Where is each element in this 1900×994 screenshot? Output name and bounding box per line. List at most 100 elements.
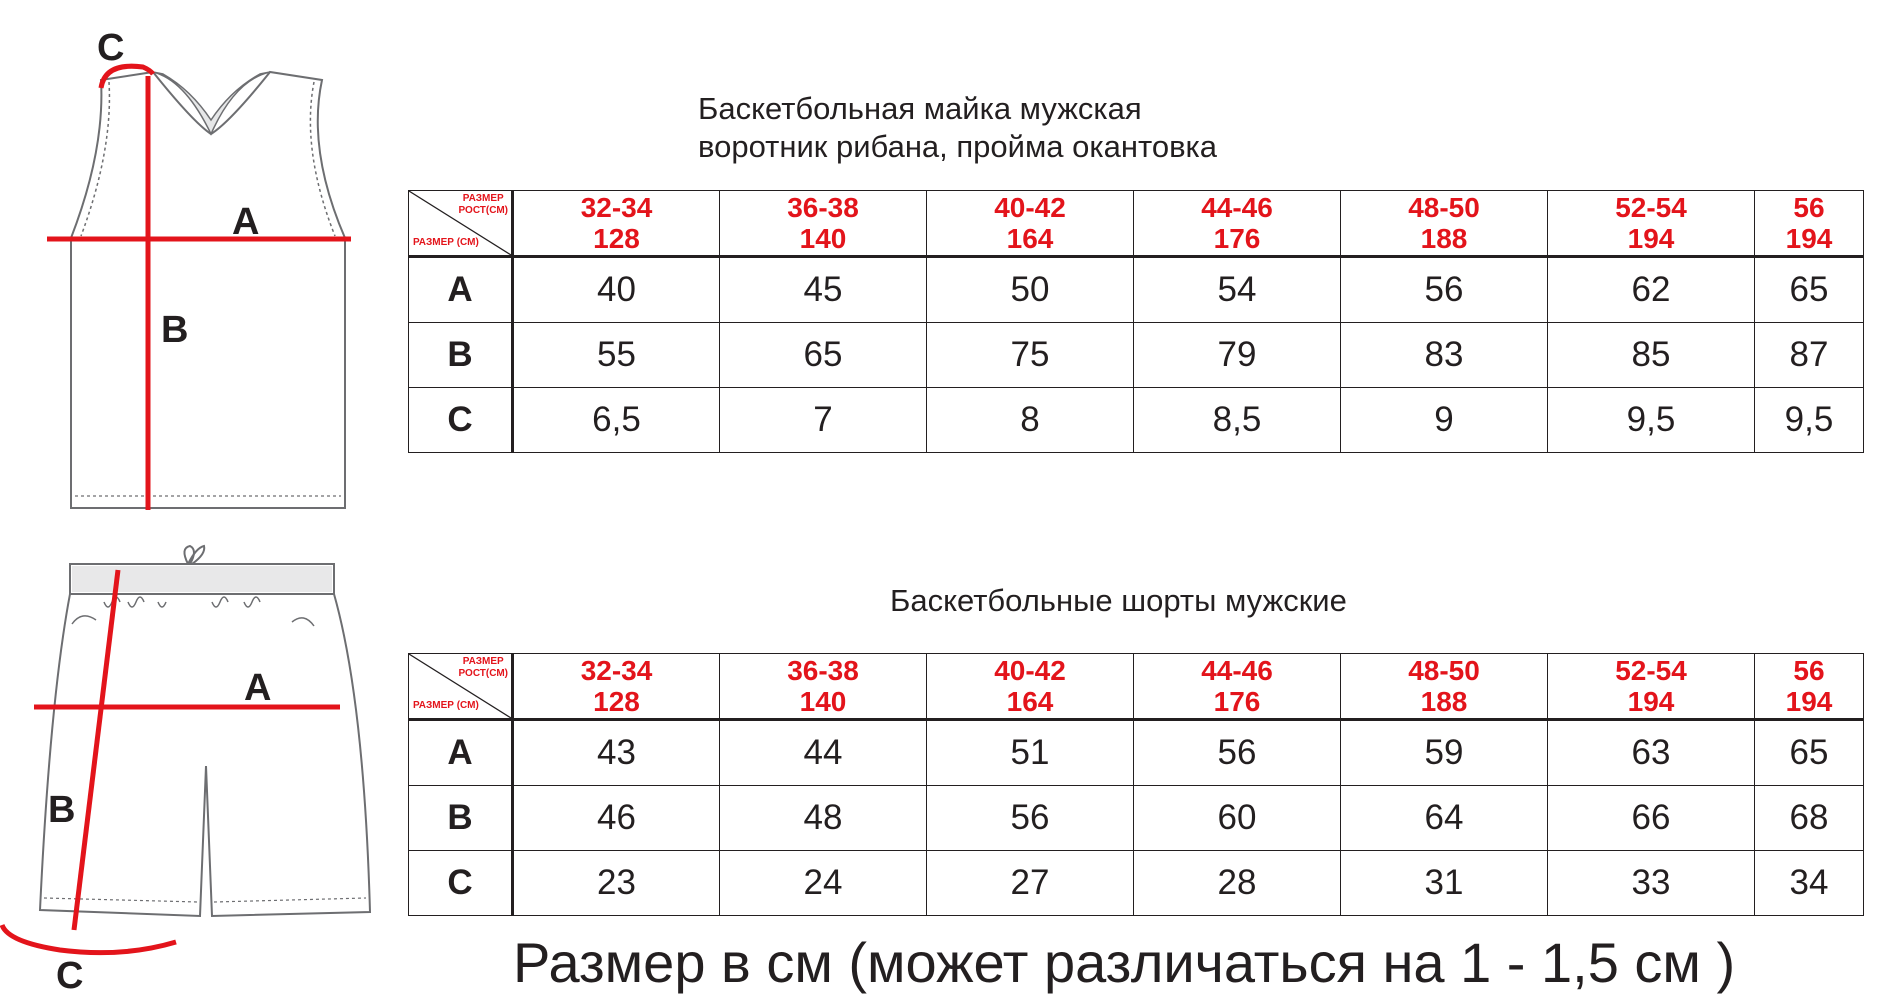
value-cell: 43 bbox=[512, 719, 720, 786]
shorts-row-c: C 23 24 27 28 31 33 34 bbox=[408, 850, 1864, 916]
size-label: 36-38 bbox=[787, 192, 859, 223]
row-label: A bbox=[408, 256, 514, 323]
shorts-size-col: 56 194 bbox=[1754, 653, 1864, 721]
height-label: 164 bbox=[1006, 223, 1054, 254]
shorts-row-b: B 46 48 56 60 64 66 68 bbox=[408, 785, 1864, 851]
height-label: 194 bbox=[1785, 223, 1833, 254]
jersey-corner-height: РОСТ(СМ) bbox=[458, 205, 508, 216]
value-cell: 23 bbox=[512, 850, 720, 916]
value-cell: 9,5 bbox=[1547, 387, 1755, 453]
value-cell: 64 bbox=[1340, 785, 1548, 851]
row-label: C bbox=[408, 850, 514, 916]
value-cell: 56 bbox=[1133, 719, 1341, 786]
value-cell: 56 bbox=[926, 785, 1134, 851]
size-label: 40-42 bbox=[994, 192, 1066, 223]
value-cell: 27 bbox=[926, 850, 1134, 916]
shorts-corner-top: РАЗМЕР РОСТ(СМ) bbox=[459, 656, 508, 680]
value-cell: 7 bbox=[719, 387, 927, 453]
jersey-title-line2: воротник рибана, пройма окантовка bbox=[698, 129, 1218, 164]
shorts-label-c: C bbox=[56, 955, 83, 991]
value-cell: 66 bbox=[1547, 785, 1755, 851]
height-label: 128 bbox=[593, 686, 640, 717]
height-label: 140 bbox=[799, 223, 847, 254]
shorts-label-a: A bbox=[244, 667, 271, 709]
jersey-corner-top: РАЗМЕР РОСТ(СМ) bbox=[459, 193, 508, 217]
value-cell: 8,5 bbox=[1133, 387, 1341, 453]
jersey-row-a: A 40 45 50 54 56 62 65 bbox=[408, 256, 1864, 323]
value-cell: 79 bbox=[1133, 322, 1341, 388]
jersey-size-col: 40-42 164 bbox=[926, 190, 1134, 258]
value-cell: 45 bbox=[719, 256, 927, 323]
value-cell: 24 bbox=[719, 850, 927, 916]
jersey-header-row: РАЗМЕР РОСТ(СМ) РАЗМЕР (СМ) 32-34 128 36-… bbox=[408, 190, 1864, 258]
shorts-corner-size: РАЗМЕР bbox=[462, 656, 504, 667]
value-cell: 33 bbox=[1547, 850, 1755, 916]
size-label: 32-34 bbox=[580, 655, 653, 686]
value-cell: 9,5 bbox=[1754, 387, 1864, 453]
value-cell: 60 bbox=[1133, 785, 1341, 851]
value-cell: 46 bbox=[512, 785, 720, 851]
value-cell: 59 bbox=[1340, 719, 1548, 786]
value-cell: 40 bbox=[512, 256, 720, 323]
jersey-size-col: 56 194 bbox=[1754, 190, 1864, 258]
size-label: 32-34 bbox=[580, 192, 653, 223]
row-label: A bbox=[408, 719, 514, 786]
size-label: 44-46 bbox=[1201, 655, 1273, 686]
size-label: 44-46 bbox=[1201, 192, 1273, 223]
shorts-size-col: 48-50 188 bbox=[1340, 653, 1548, 721]
value-cell: 83 bbox=[1340, 322, 1548, 388]
jersey-label-b: B bbox=[161, 309, 188, 351]
jersey-row-c: C 6,5 7 8 8,5 9 9,5 9,5 bbox=[408, 387, 1864, 453]
shorts-size-col: 52-54 194 bbox=[1547, 653, 1755, 721]
value-cell: 87 bbox=[1754, 322, 1864, 388]
value-cell: 44 bbox=[719, 719, 927, 786]
jersey-title-line1: Баскетбольная майка мужская bbox=[698, 91, 1142, 126]
jersey-corner-size: РАЗМЕР bbox=[462, 193, 504, 204]
shorts-header-row: РАЗМЕР РОСТ(СМ) РАЗМЕР (СМ) 32-34 128 36-… bbox=[408, 653, 1864, 721]
height-label: 140 bbox=[799, 686, 847, 717]
row-label: B bbox=[408, 322, 514, 388]
jersey-diagram: C A B bbox=[35, 10, 355, 520]
height-label: 194 bbox=[1627, 686, 1675, 717]
jersey-label-a: A bbox=[232, 201, 259, 243]
shorts-title-line: Баскетбольные шорты мужские bbox=[890, 583, 1347, 618]
value-cell: 85 bbox=[1547, 322, 1755, 388]
value-cell: 48 bbox=[719, 785, 927, 851]
size-label: 40-42 bbox=[994, 655, 1066, 686]
shorts-corner-cell: РАЗМЕР РОСТ(СМ) РАЗМЕР (СМ) bbox=[408, 653, 514, 721]
size-label: 48-50 bbox=[1408, 655, 1480, 686]
value-cell: 56 bbox=[1340, 256, 1548, 323]
jersey-size-table: РАЗМЕР РОСТ(СМ) РАЗМЕР (СМ) 32-34 128 36-… bbox=[408, 190, 1864, 453]
height-label: 164 bbox=[1006, 686, 1054, 717]
jersey-title: Баскетбольная майка мужская воротник риб… bbox=[698, 90, 1217, 166]
jersey-size-col: 44-46 176 bbox=[1133, 190, 1341, 258]
size-label: 36-38 bbox=[787, 655, 859, 686]
value-cell: 65 bbox=[719, 322, 927, 388]
size-label: 52-54 bbox=[1615, 655, 1687, 686]
value-cell: 62 bbox=[1547, 256, 1755, 323]
row-label: B bbox=[408, 785, 514, 851]
value-cell: 28 bbox=[1133, 850, 1341, 916]
jersey-row-b: B 55 65 75 79 83 85 87 bbox=[408, 322, 1864, 388]
value-cell: 65 bbox=[1754, 256, 1864, 323]
jersey-size-col: 52-54 194 bbox=[1547, 190, 1755, 258]
height-label: 176 bbox=[1213, 223, 1261, 254]
jersey-size-col: 36-38 140 bbox=[719, 190, 927, 258]
height-label: 176 bbox=[1213, 686, 1261, 717]
shorts-size-col: 40-42 164 bbox=[926, 653, 1134, 721]
value-cell: 65 bbox=[1754, 719, 1864, 786]
height-label: 188 bbox=[1420, 223, 1468, 254]
height-label: 194 bbox=[1785, 686, 1833, 717]
size-label: 52-54 bbox=[1615, 192, 1687, 223]
value-cell: 75 bbox=[926, 322, 1134, 388]
shorts-size-col: 36-38 140 bbox=[719, 653, 927, 721]
size-label: 56 bbox=[1793, 655, 1825, 686]
jersey-size-col: 32-34 128 bbox=[512, 190, 720, 258]
value-cell: 6,5 bbox=[512, 387, 720, 453]
shorts-diagram: A B C bbox=[0, 540, 380, 991]
size-label: 48-50 bbox=[1408, 192, 1480, 223]
jersey-corner-bottom: РАЗМЕР (СМ) bbox=[413, 237, 479, 248]
shorts-size-col: 44-46 176 bbox=[1133, 653, 1341, 721]
value-cell: 51 bbox=[926, 719, 1134, 786]
value-cell: 8 bbox=[926, 387, 1134, 453]
